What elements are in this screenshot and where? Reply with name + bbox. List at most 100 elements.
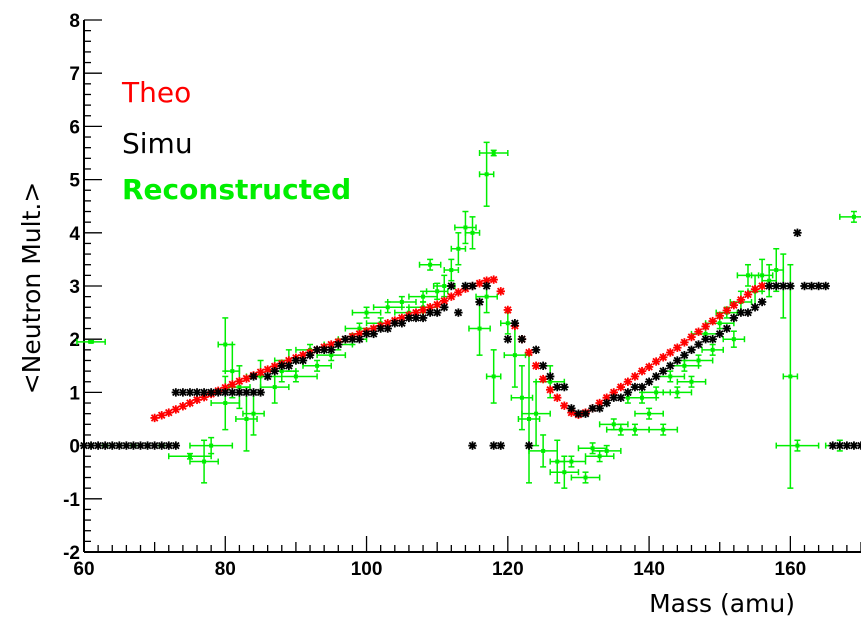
x-tick-label: 100 xyxy=(351,559,383,580)
data-point xyxy=(757,297,767,307)
data-point xyxy=(485,349,502,404)
data-point xyxy=(171,388,181,397)
data-point xyxy=(228,388,237,397)
data-point xyxy=(157,441,166,450)
x-tick-label: 60 xyxy=(73,559,94,580)
y-tick-label: 7 xyxy=(69,64,80,85)
data-point xyxy=(662,386,693,399)
data-point xyxy=(291,356,301,365)
data-point xyxy=(256,388,265,397)
data-point xyxy=(277,361,286,370)
data-point xyxy=(782,263,799,489)
data-point xyxy=(348,335,357,344)
data-point xyxy=(835,441,845,450)
data-point xyxy=(143,441,152,450)
data-point xyxy=(581,409,590,418)
data-point xyxy=(736,295,746,305)
y-tick-label: 0 xyxy=(69,437,80,458)
data-point xyxy=(383,324,392,333)
data-point xyxy=(687,332,696,342)
data-point xyxy=(722,324,731,333)
data-point xyxy=(249,388,258,397)
data-point xyxy=(468,441,477,450)
data-point xyxy=(76,338,106,345)
data-point xyxy=(418,258,442,271)
x-axis-title: Mass (amu) xyxy=(649,589,795,618)
data-point xyxy=(79,441,89,450)
legend-entry-theo: Theo xyxy=(121,76,191,109)
data-point xyxy=(743,308,753,317)
data-point xyxy=(673,343,682,352)
data-point xyxy=(821,281,830,291)
data-point xyxy=(553,393,562,402)
data-point xyxy=(560,401,569,410)
data-point xyxy=(443,258,460,282)
data-point xyxy=(178,388,188,397)
data-point xyxy=(263,372,272,381)
data-point xyxy=(468,281,477,291)
data-point xyxy=(376,324,385,333)
data-point xyxy=(171,441,181,450)
data-point xyxy=(273,370,318,383)
data-point xyxy=(524,348,534,357)
data-point xyxy=(538,374,548,384)
y-axis-title: <Neutron Mult.> xyxy=(17,182,46,395)
data-point xyxy=(556,455,587,468)
data-point xyxy=(775,439,820,452)
data-point xyxy=(369,329,378,339)
data-point xyxy=(743,290,753,299)
data-point xyxy=(178,402,188,411)
data-point xyxy=(715,329,724,339)
data-point xyxy=(839,210,861,223)
data-point xyxy=(475,297,484,307)
data-point xyxy=(793,228,802,237)
data-point xyxy=(242,388,251,397)
data-point xyxy=(764,281,774,291)
data-point xyxy=(489,441,498,450)
data-point xyxy=(616,382,626,392)
data-point xyxy=(517,335,527,344)
data-point xyxy=(404,313,414,323)
data-point xyxy=(440,303,449,312)
data-point xyxy=(680,350,689,360)
data-point xyxy=(708,335,717,344)
data-point xyxy=(701,343,725,356)
data-point xyxy=(644,362,654,372)
x-tick-label: 160 xyxy=(775,559,807,580)
data-point xyxy=(235,377,244,386)
data-point xyxy=(411,313,421,323)
data-point xyxy=(779,281,788,291)
y-tick-label: 1 xyxy=(69,383,80,404)
data-point xyxy=(425,308,435,317)
data-point xyxy=(651,372,661,381)
data-point xyxy=(482,281,491,291)
data-point xyxy=(814,281,823,291)
data-point xyxy=(319,345,329,355)
data-point xyxy=(496,287,505,296)
y-tick-label: 2 xyxy=(69,330,80,351)
data-point xyxy=(362,329,371,339)
data-point xyxy=(729,300,739,310)
y-tick-label: 5 xyxy=(69,171,80,192)
x-tick-label: 80 xyxy=(215,559,236,580)
data-point xyxy=(637,366,647,376)
y-tick-label: -1 xyxy=(63,490,80,511)
legend-entry-simu: Simu xyxy=(122,127,193,160)
data-point xyxy=(284,361,294,370)
data-point xyxy=(185,398,195,408)
data-point xyxy=(683,354,714,367)
data-point xyxy=(129,441,138,450)
data-point xyxy=(849,441,859,450)
data-point xyxy=(680,338,689,347)
data-point xyxy=(164,441,173,450)
data-point xyxy=(192,395,202,405)
data-point xyxy=(503,305,513,315)
data-point xyxy=(150,441,159,450)
data-point xyxy=(185,388,195,397)
data-point xyxy=(630,382,640,392)
series-simu xyxy=(79,228,861,450)
data-point xyxy=(651,357,661,366)
data-point xyxy=(298,356,308,365)
y-tick-label: 3 xyxy=(69,277,80,298)
data-point xyxy=(708,316,717,326)
